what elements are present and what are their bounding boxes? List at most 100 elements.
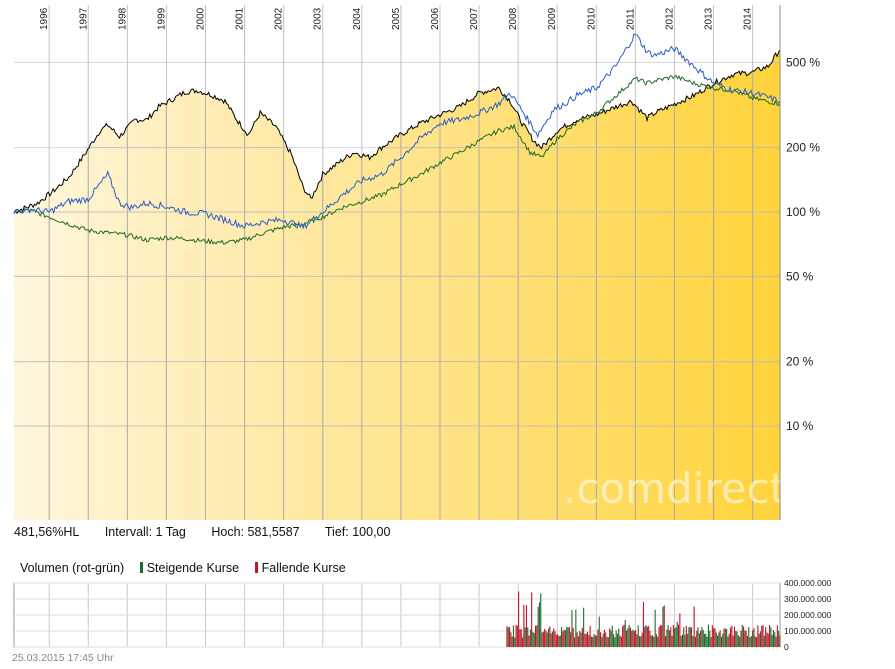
volume-bar <box>671 635 673 647</box>
volume-bar <box>650 635 652 647</box>
volume-bar <box>770 627 772 647</box>
volume-bar <box>762 624 764 647</box>
vol-tick-label: 400.000.000 <box>784 578 832 588</box>
volume-bar <box>730 627 732 647</box>
volume-bar <box>537 606 539 647</box>
volume-bar <box>541 632 543 647</box>
volume-bar <box>581 627 583 647</box>
volume-bar <box>678 624 680 647</box>
volume-bar <box>667 625 669 647</box>
volume-bar <box>606 636 608 647</box>
volume-bar <box>587 631 589 647</box>
volume-bar <box>658 626 660 647</box>
volume-bar <box>757 625 759 647</box>
volume-bar <box>767 633 769 647</box>
year-label-1998: 1998 <box>117 7 128 30</box>
volume-bar <box>654 609 656 647</box>
pct-label: 20 % <box>786 355 814 369</box>
volume-bar <box>752 630 754 647</box>
volume-bar <box>589 625 591 647</box>
volume-chart: 400.000.000 300.000.000 200.000.000 100.000… <box>13 578 832 651</box>
volume-bar <box>694 636 696 647</box>
volume-bar <box>636 634 638 647</box>
volume-bar <box>525 605 527 647</box>
volume-bar <box>704 633 706 647</box>
up-marker-icon <box>139 562 143 573</box>
volume-bar <box>778 630 780 647</box>
volume-bar <box>685 625 687 647</box>
volume-bar <box>637 625 639 647</box>
volume-bar <box>572 627 574 647</box>
volume-bar <box>600 632 602 647</box>
year-label-2012: 2012 <box>664 7 675 30</box>
volume-bar <box>566 626 568 647</box>
volume-bar <box>550 633 552 647</box>
series-line-blue <box>13 33 781 230</box>
volume-bar <box>648 626 650 647</box>
volume-bar <box>528 635 530 647</box>
volume-bar <box>646 626 648 647</box>
volume-bar <box>515 624 517 647</box>
volume-bar <box>511 636 513 647</box>
volume-bar <box>590 636 592 647</box>
volume-bar <box>553 628 555 647</box>
pct-label: 100 % <box>786 205 820 219</box>
volume-bar <box>548 628 550 647</box>
volume-bar <box>628 624 630 647</box>
volume-legend: Volumen (rot-grün) Steigende Kurse Falle… <box>20 561 346 575</box>
up-label: Steigende Kurse <box>146 561 240 575</box>
year-label-1996: 1996 <box>39 7 50 30</box>
pct-label: 500 % <box>786 55 820 69</box>
volume-bar <box>697 627 699 647</box>
volume-bar <box>706 636 708 647</box>
volume-bar <box>571 609 573 647</box>
volume-bar <box>663 605 665 647</box>
volume-bar <box>687 633 689 647</box>
volume-bar <box>594 635 596 647</box>
volume-bar <box>665 636 667 647</box>
volume-bar <box>523 604 525 647</box>
volume-bar <box>763 635 765 647</box>
volume-bar <box>623 624 625 647</box>
down-label: Fallende Kurse <box>261 561 346 575</box>
volume-bar <box>603 629 605 647</box>
volume-bar <box>616 633 618 647</box>
pct-label: 50 % <box>786 269 814 283</box>
high-value: Hoch: 581,5587 <box>211 525 300 539</box>
volume-bar <box>507 627 509 647</box>
volume-bar <box>532 632 534 647</box>
vol-tick-label: 200.000.000 <box>784 610 832 620</box>
volume-bar <box>588 635 590 647</box>
volume-bar <box>645 625 647 647</box>
volume-bar <box>540 593 542 647</box>
year-label-2002: 2002 <box>274 7 285 30</box>
volume-bar <box>551 631 553 647</box>
volume-bar <box>702 629 704 647</box>
volume-bar <box>622 626 624 647</box>
volume-bar <box>714 628 716 647</box>
down-marker-icon <box>254 562 258 573</box>
volume-bar <box>692 636 694 647</box>
volume-bar <box>520 629 522 647</box>
volume-bar <box>529 629 531 647</box>
volume-bar <box>668 630 670 647</box>
volume-bar <box>640 636 642 647</box>
volume-bar <box>710 637 712 647</box>
pct-label: 10 % <box>786 419 814 433</box>
volume-bar <box>615 630 617 647</box>
volume-bar <box>718 632 720 647</box>
volume-bar <box>666 629 668 647</box>
year-label-2005: 2005 <box>391 7 402 30</box>
volume-bar <box>765 627 767 647</box>
volume-bar <box>596 635 598 647</box>
volume-bar <box>649 630 651 647</box>
volume-bar <box>546 632 548 647</box>
volume-bar <box>759 631 761 647</box>
volume-bar <box>642 601 644 647</box>
volume-bar <box>639 636 641 647</box>
volume-bar <box>688 627 690 647</box>
volume-bar <box>655 634 657 647</box>
volume-bar <box>575 609 577 647</box>
volume-bar <box>717 635 719 647</box>
volume-bar <box>722 633 724 647</box>
